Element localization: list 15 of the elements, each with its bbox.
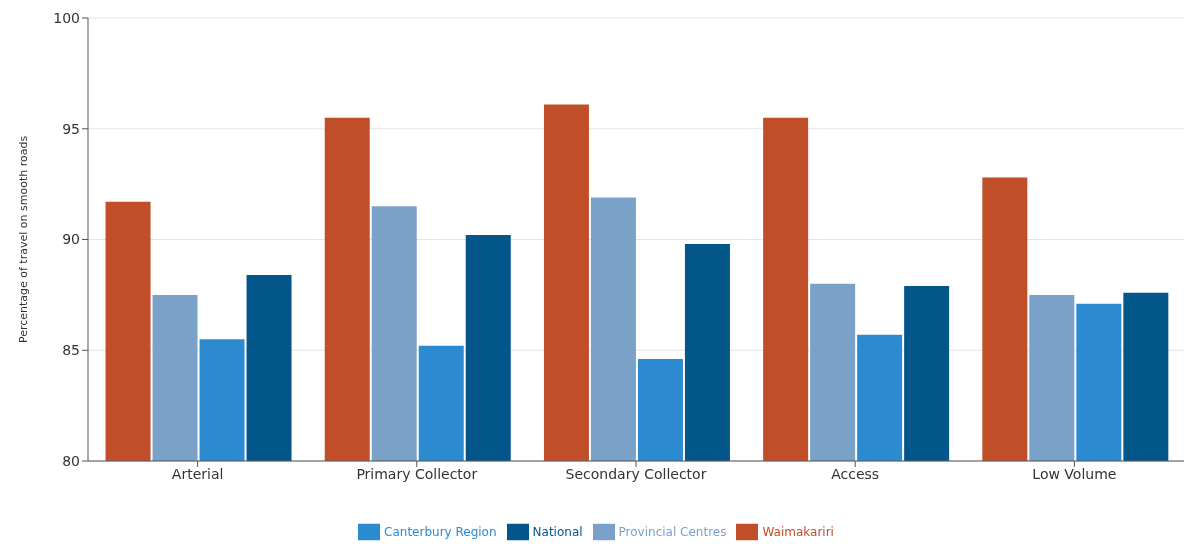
legend-label: Waimakariri (762, 524, 834, 539)
x-tick-label: Low Volume (1032, 465, 1117, 482)
y-tick-label: 85 (62, 342, 80, 359)
y-tick-label: 80 (62, 452, 80, 469)
legend-label: Provincial Centres (618, 524, 727, 539)
x-tick-label: Arterial (171, 465, 224, 482)
y-tick-label: 95 (62, 120, 80, 137)
x-tick-label: Access (831, 465, 880, 482)
x-tick-label: Secondary Collector (565, 465, 707, 482)
x-tick-label: Primary Collector (356, 465, 478, 482)
y-tick-label: 90 (62, 231, 80, 248)
legend-label: Canterbury Region (384, 524, 497, 539)
y-tick-label: 100 (53, 9, 80, 26)
legend-label: National (532, 524, 583, 539)
y-axis-title: Percentage of travel on smooth roads (16, 135, 30, 344)
